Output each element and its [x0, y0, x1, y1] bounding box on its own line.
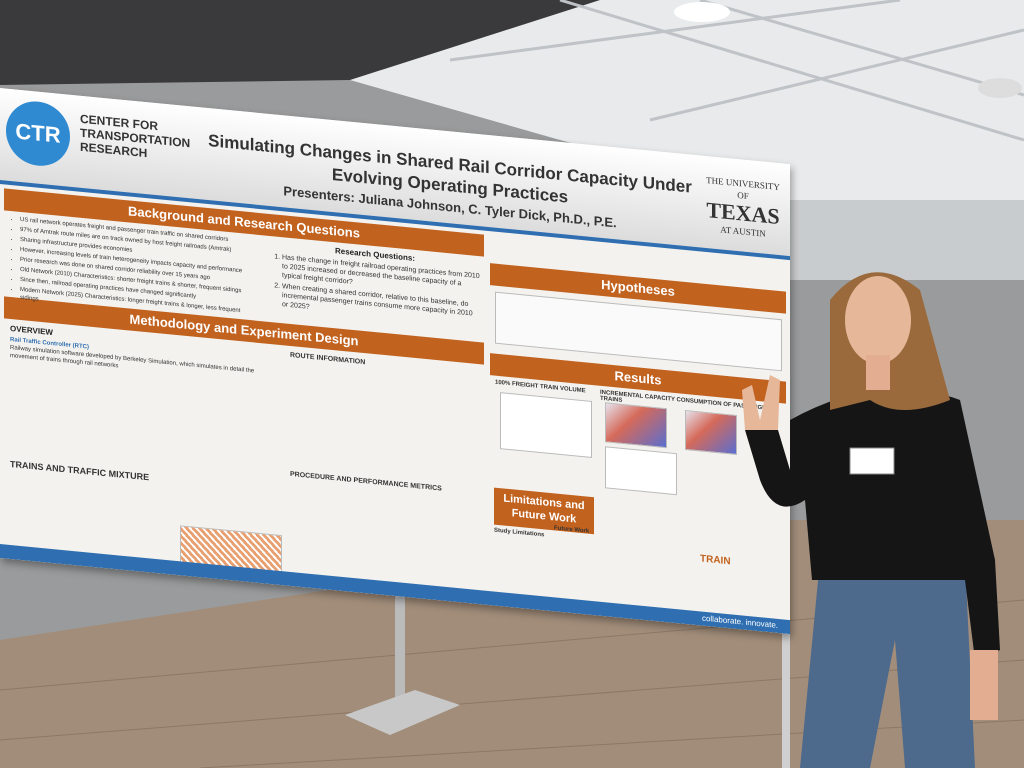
- jeans: [800, 560, 975, 768]
- name-badge: [849, 447, 895, 475]
- shirt: [745, 388, 1000, 660]
- hand: [742, 375, 780, 430]
- ceiling-light: [978, 78, 1022, 98]
- stand-base: [345, 690, 460, 735]
- wall-panel: [790, 200, 1024, 280]
- face: [845, 276, 911, 364]
- arm: [970, 650, 998, 720]
- ceiling-trusses: [449, 0, 1024, 142]
- ceiling-dark: [0, 0, 600, 85]
- neck: [866, 355, 890, 390]
- stand-pole: [395, 590, 405, 700]
- ceiling-light: [674, 2, 730, 22]
